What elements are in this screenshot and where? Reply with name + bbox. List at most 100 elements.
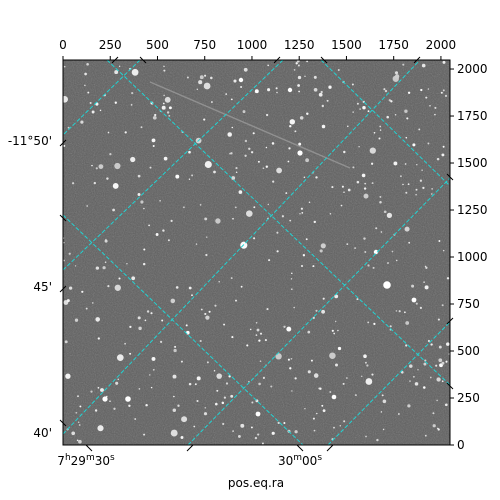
star [213, 170, 216, 174]
star [149, 166, 152, 169]
right-pixel-axis: 0 250 500 750 1000 1250 1500 1750 2000 [450, 62, 488, 452]
star [85, 307, 88, 310]
star [204, 74, 207, 77]
star [321, 309, 326, 314]
star [248, 147, 251, 151]
star [356, 180, 360, 184]
star [91, 302, 94, 304]
star [294, 377, 297, 380]
star [441, 304, 444, 307]
star [215, 402, 218, 406]
star [301, 212, 304, 214]
star [149, 374, 151, 376]
star [87, 91, 90, 94]
star [294, 430, 298, 434]
star [300, 264, 304, 268]
star [304, 407, 306, 410]
star [346, 377, 348, 379]
star [137, 193, 141, 196]
star [425, 96, 428, 99]
star [118, 277, 121, 280]
star [291, 390, 293, 392]
star [394, 74, 400, 79]
star [114, 162, 121, 170]
star [208, 310, 211, 313]
star [315, 309, 318, 312]
star [134, 418, 137, 420]
star [161, 319, 164, 322]
star [164, 96, 171, 103]
star [216, 389, 219, 392]
star [243, 67, 248, 72]
star [379, 125, 382, 128]
star [113, 407, 116, 410]
star [315, 176, 318, 179]
star [382, 428, 385, 431]
star [180, 436, 184, 439]
x-tick-label: 1500 [331, 38, 362, 52]
star [86, 62, 89, 66]
star [386, 115, 389, 119]
star [303, 176, 306, 179]
x-tick-label: 2000 [426, 38, 457, 52]
star [337, 69, 340, 71]
top-pixel-axis: 0 250 500 750 1000 1250 1500 1750 2000 [59, 38, 456, 60]
star [112, 182, 119, 189]
star [335, 363, 338, 367]
star [415, 188, 418, 191]
star [354, 247, 357, 250]
sky-image [63, 60, 450, 445]
star [342, 382, 345, 385]
star-field [63, 60, 450, 445]
star [199, 75, 204, 80]
star [74, 265, 77, 267]
star [363, 354, 367, 359]
star [425, 266, 428, 269]
star [250, 426, 253, 429]
star [369, 147, 376, 154]
y-tick-label: 2000 [457, 62, 488, 76]
star [290, 288, 293, 291]
star [316, 412, 318, 415]
star [262, 376, 265, 379]
star [138, 326, 142, 331]
star [131, 92, 134, 95]
star [242, 110, 246, 114]
star [172, 408, 177, 413]
star [409, 364, 413, 368]
star [296, 60, 300, 63]
star [319, 249, 323, 253]
star [206, 361, 209, 364]
star [427, 339, 430, 343]
star [427, 142, 430, 145]
star [414, 382, 419, 386]
ra-ticks [85, 444, 334, 452]
star [444, 403, 448, 407]
star [275, 353, 282, 360]
star [322, 297, 325, 300]
star [389, 325, 392, 328]
star [356, 102, 359, 105]
star [441, 153, 445, 157]
star [191, 174, 194, 177]
star [188, 150, 191, 154]
star [131, 276, 136, 281]
x-tick-label: 500 [146, 38, 169, 52]
star [393, 161, 398, 166]
star [289, 367, 292, 370]
star [337, 329, 339, 332]
star [321, 124, 326, 129]
star [436, 157, 440, 161]
star [265, 113, 269, 117]
star [271, 142, 275, 145]
star [148, 224, 151, 227]
star [363, 193, 369, 199]
star [196, 88, 199, 91]
star [223, 323, 226, 326]
star [438, 345, 442, 349]
star [318, 387, 321, 390]
bright-star [373, 249, 379, 255]
star [395, 310, 398, 312]
star [253, 237, 256, 240]
grid-line [63, 60, 284, 271]
